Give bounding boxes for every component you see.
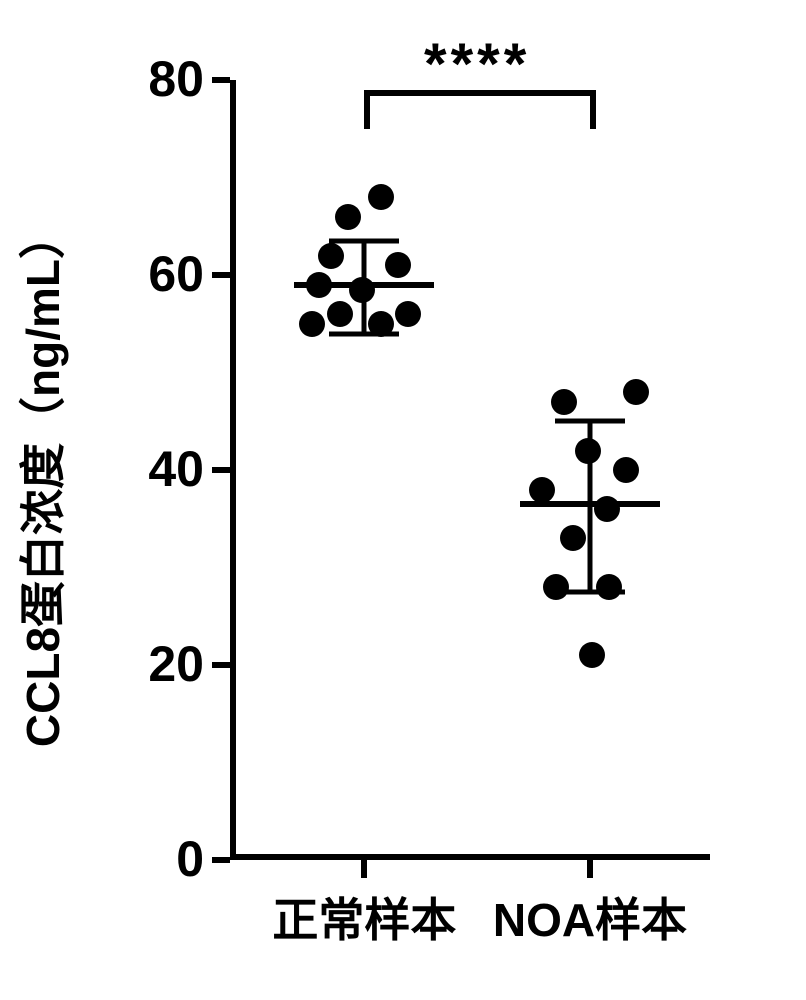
error-cap xyxy=(555,419,625,424)
data-point xyxy=(596,574,622,600)
data-point xyxy=(368,184,394,210)
data-point xyxy=(349,277,375,303)
significance-bracket-drop xyxy=(590,90,596,129)
y-axis-label: CCL8蛋白浓度（ng/mL） xyxy=(7,90,73,870)
chart-container: CCL8蛋白浓度（ng/mL） 020406080正常样本NOA样本**** xyxy=(0,0,806,1000)
significance-bracket-drop xyxy=(364,90,370,129)
data-point xyxy=(529,477,555,503)
y-tick xyxy=(212,857,230,863)
data-point xyxy=(560,525,586,551)
data-point xyxy=(306,272,332,298)
y-tick-label: 80 xyxy=(104,50,204,108)
data-point xyxy=(579,642,605,668)
data-point xyxy=(335,204,361,230)
data-point xyxy=(385,252,411,278)
data-point xyxy=(327,301,353,327)
significance-label: **** xyxy=(424,31,530,98)
y-tick-label: 0 xyxy=(104,830,204,888)
data-point xyxy=(318,243,344,269)
x-tick-label: NOA样本 xyxy=(440,884,740,950)
y-tick-label: 20 xyxy=(104,635,204,693)
data-point xyxy=(594,496,620,522)
data-point xyxy=(395,301,421,327)
error-cap xyxy=(329,238,399,243)
y-tick-label: 40 xyxy=(104,440,204,498)
y-tick xyxy=(212,77,230,83)
y-tick xyxy=(212,272,230,278)
y-tick xyxy=(212,662,230,668)
data-point xyxy=(575,438,601,464)
x-tick xyxy=(587,860,593,878)
data-point xyxy=(613,457,639,483)
y-tick-label: 60 xyxy=(104,245,204,303)
x-tick xyxy=(361,860,367,878)
y-tick xyxy=(212,467,230,473)
data-point xyxy=(368,311,394,337)
data-point xyxy=(299,311,325,337)
data-point xyxy=(623,379,649,405)
data-point xyxy=(551,389,577,415)
data-point xyxy=(543,574,569,600)
